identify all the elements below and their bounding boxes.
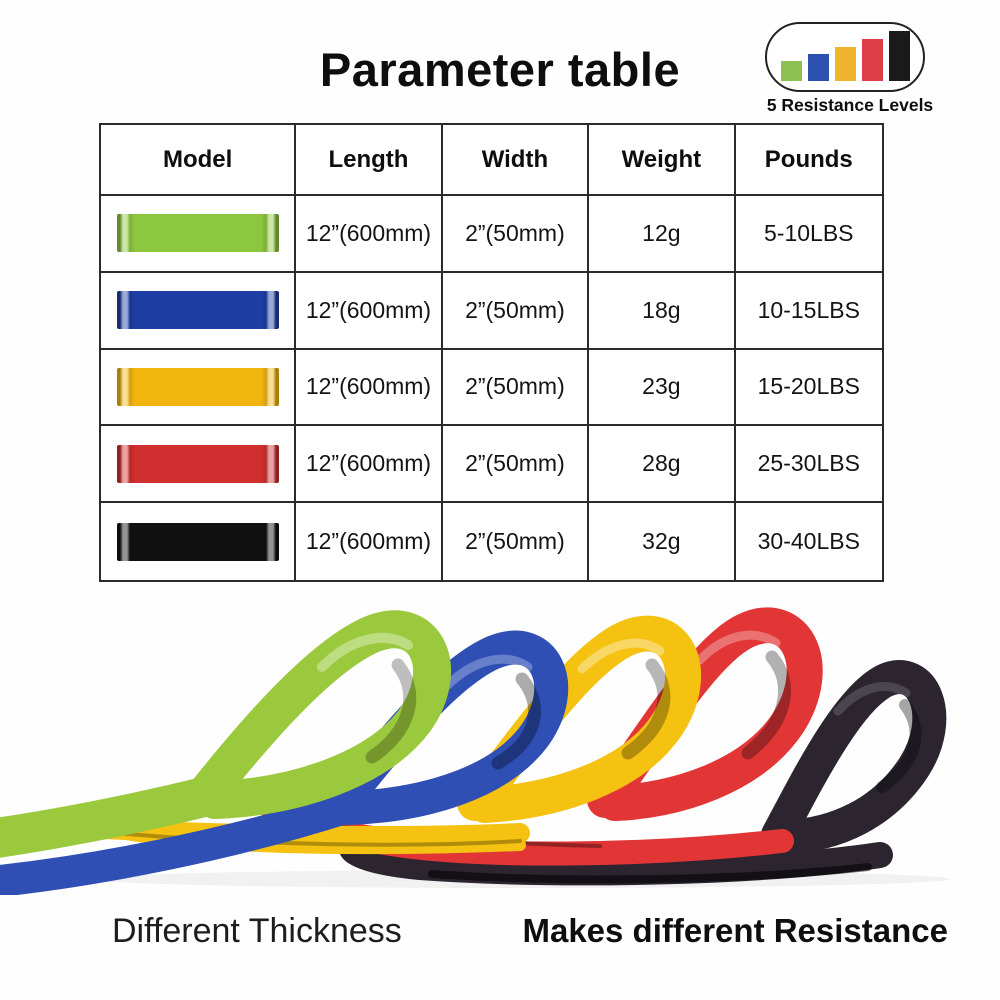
blue-band-tail bbox=[0, 792, 361, 895]
weight-cell: 12g bbox=[589, 196, 736, 273]
parameter-table: Model Length Width Weight Pounds 12”(600… bbox=[99, 123, 884, 582]
black-band-loop bbox=[761, 660, 947, 854]
width-cell: 2”(50mm) bbox=[442, 349, 590, 427]
column-header-model: Model bbox=[101, 125, 297, 196]
green-band-highlight bbox=[317, 632, 413, 672]
length-cell: 12”(600mm) bbox=[296, 349, 443, 427]
red-band-highlight bbox=[695, 630, 781, 665]
length-cell: 12”(600mm) bbox=[296, 426, 443, 504]
weight-cell: 18g bbox=[589, 272, 736, 350]
model-cell bbox=[101, 196, 297, 273]
bottom-captions: Different Thickness Makes different Resi… bbox=[112, 912, 948, 951]
yellow-band-inner-shadow bbox=[621, 658, 671, 760]
resistance-bands-photo bbox=[0, 607, 950, 895]
column-header-width: Width bbox=[442, 125, 590, 196]
badge-bar-red bbox=[861, 39, 883, 81]
pounds-cell: 15-20LBS bbox=[735, 350, 882, 427]
length-cell: 12”(600mm) bbox=[296, 196, 443, 273]
column-header-length: Length bbox=[296, 125, 443, 196]
band-swatch-green bbox=[116, 214, 279, 253]
blue-band-highlight bbox=[443, 654, 533, 690]
black-band-inner-shadow bbox=[876, 699, 922, 793]
badge-bar-blue bbox=[807, 54, 829, 81]
badge-bar-black bbox=[888, 31, 910, 81]
band-swatch-black bbox=[116, 522, 279, 561]
green-band-inner-shadow bbox=[365, 658, 417, 764]
band-swatch-yellow bbox=[116, 367, 279, 406]
resistance-levels-badge bbox=[765, 22, 925, 92]
band-swatch-blue bbox=[116, 291, 279, 330]
black-band-highlight bbox=[833, 682, 911, 716]
green-band-tail bbox=[0, 775, 232, 858]
yellow-band-highlight bbox=[577, 638, 665, 674]
pounds-cell: 25-30LBS bbox=[735, 426, 882, 504]
black-band-flat-edge bbox=[428, 863, 872, 884]
model-cell bbox=[101, 503, 297, 580]
yellow-band-flat bbox=[93, 819, 530, 846]
width-cell: 2”(50mm) bbox=[442, 196, 590, 273]
badge-label: 5 Resistance Levels bbox=[766, 95, 934, 115]
band-swatch-red bbox=[116, 444, 279, 483]
weight-cell: 23g bbox=[589, 349, 736, 427]
badge-bar-green bbox=[780, 61, 802, 81]
green-band-loop bbox=[186, 610, 451, 819]
length-cell: 12”(600mm) bbox=[296, 503, 443, 580]
black-band-flat bbox=[339, 836, 893, 886]
badge-bar-yellow bbox=[834, 47, 856, 81]
length-cell: 12”(600mm) bbox=[296, 272, 443, 350]
column-header-weight: Weight bbox=[589, 125, 736, 196]
red-band-inner-shadow bbox=[741, 650, 791, 760]
width-cell: 2”(50mm) bbox=[443, 503, 590, 580]
caption-different-thickness: Different Thickness bbox=[112, 912, 402, 950]
model-cell bbox=[101, 349, 297, 427]
caption-makes-different-resistance: Makes different Resistance bbox=[522, 912, 948, 949]
page-title: Parameter table bbox=[319, 43, 681, 96]
weight-cell: 28g bbox=[589, 426, 736, 504]
blue-band-inner-shadow bbox=[491, 672, 542, 770]
weight-cell: 32g bbox=[589, 503, 736, 580]
model-cell bbox=[101, 426, 297, 504]
column-header-pounds: Pounds bbox=[735, 125, 882, 196]
width-cell: 2”(50mm) bbox=[442, 272, 590, 350]
width-cell: 2”(50mm) bbox=[442, 426, 590, 504]
pounds-cell: 10-15LBS bbox=[735, 273, 882, 350]
pounds-cell: 30-40LBS bbox=[757, 528, 860, 555]
pounds-cell: 5-10LBS bbox=[735, 196, 882, 273]
model-cell bbox=[101, 272, 297, 350]
